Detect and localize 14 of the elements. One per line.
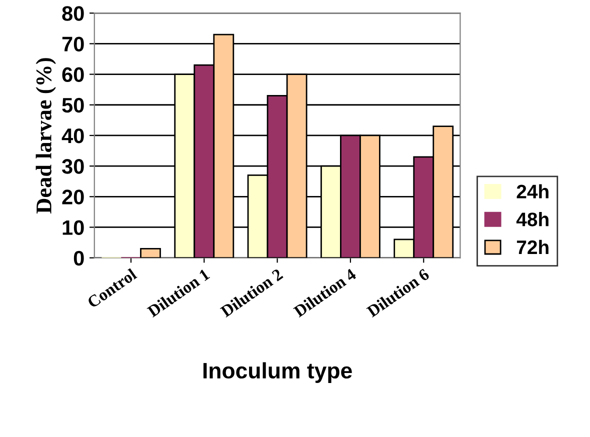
y-tick-label: 10: [62, 220, 84, 235]
y-tick-label: 50: [62, 98, 84, 113]
y-tick-label: 40: [62, 128, 84, 144]
legend-label: 48h: [516, 212, 548, 226]
legend-label: 72h: [516, 240, 548, 254]
y-tick-label: 80: [62, 6, 84, 21]
y-axis-title: Dead larvae (%): [36, 58, 56, 214]
y-tick-label: 70: [62, 36, 84, 52]
y-tick-label: 30: [62, 159, 84, 174]
y-tick-label: 20: [62, 190, 84, 204]
y-tick-label: 60: [62, 67, 84, 82]
legend-label: 24h: [516, 184, 548, 198]
x-axis-title: Inoculum type: [203, 362, 352, 383]
y-tick-label: 0: [74, 250, 84, 266]
